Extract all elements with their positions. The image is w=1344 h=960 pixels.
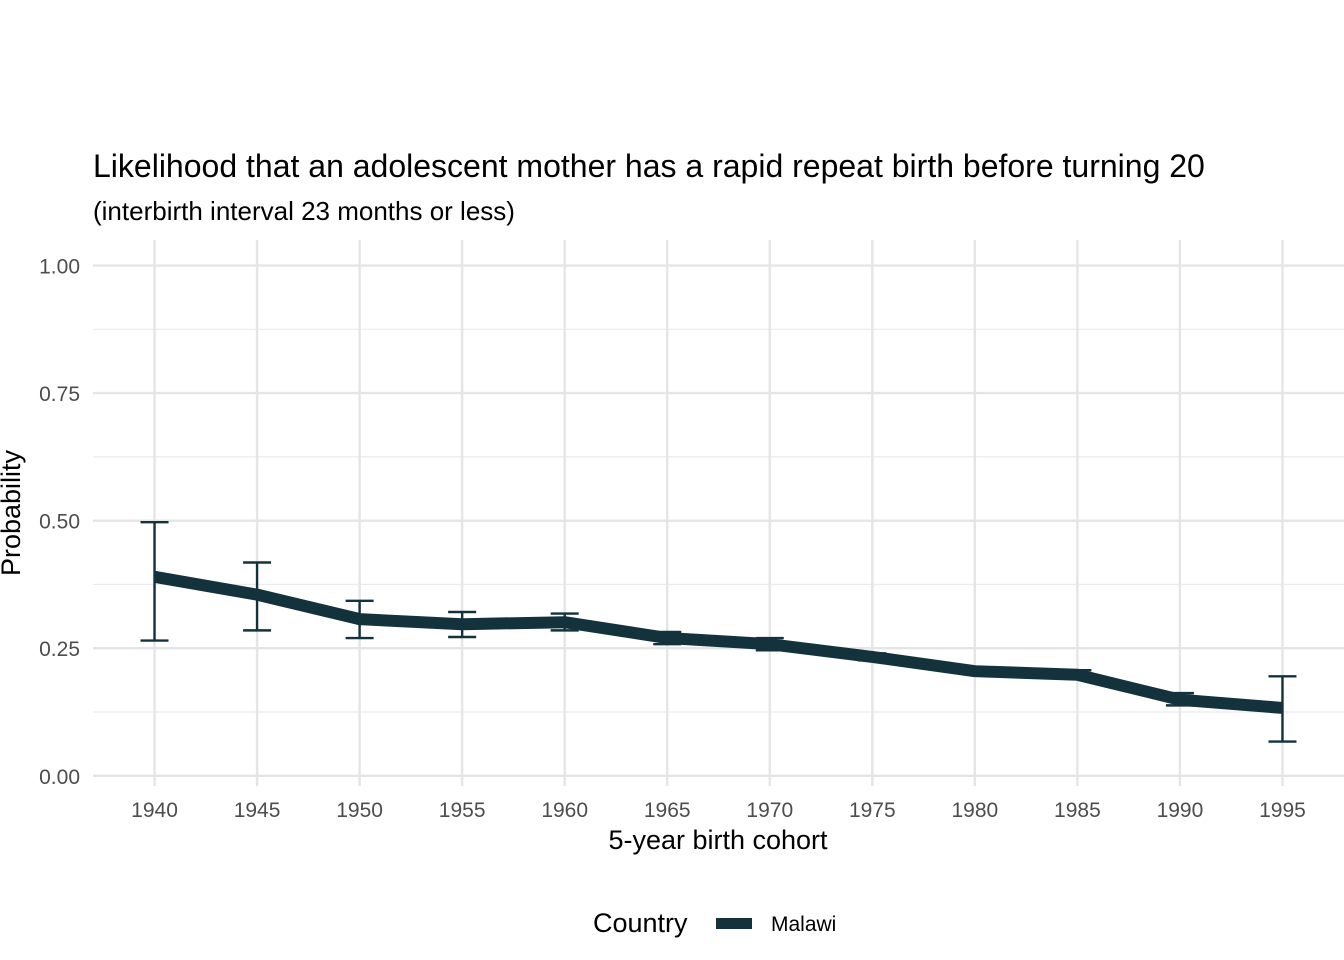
x-axis-title: 5-year birth cohort (608, 825, 828, 855)
y-axis-title: Probability (0, 449, 26, 576)
y-tick-label: 1.00 (39, 256, 80, 279)
chart-title: Likelihood that an adolescent mother has… (93, 148, 1205, 184)
x-tick-label: 1940 (131, 799, 178, 822)
error-bars (140, 520, 1297, 743)
x-tick-label: 1980 (951, 799, 998, 822)
y-tick-labels: 0.00 0.25 0.50 0.75 1.00 (39, 256, 80, 789)
x-tick-label: 1950 (336, 799, 383, 822)
x-tick-label: 1975 (849, 799, 896, 822)
legend: Country Malawi (593, 908, 836, 938)
legend-key-malawi (716, 918, 752, 929)
x-tick-label: 1945 (234, 799, 281, 822)
legend-title: Country (593, 908, 688, 938)
y-tick-label: 0.00 (39, 766, 80, 789)
x-tick-labels: 1940 1945 1950 1955 1960 1965 1970 1975 1980 1985… (131, 799, 1306, 822)
x-tick-label: 1955 (439, 799, 486, 822)
x-tick-label: 1990 (1157, 799, 1204, 822)
series-lines (153, 570, 1283, 714)
x-tick-label: 1965 (644, 799, 691, 822)
x-tick-label: 1995 (1259, 799, 1306, 822)
y-tick-label: 0.25 (39, 638, 80, 661)
x-tick-label: 1985 (1054, 799, 1101, 822)
series-line-malawi (153, 570, 1283, 714)
y-tick-label: 0.50 (39, 511, 80, 534)
legend-label-malawi: Malawi (771, 913, 836, 936)
y-tick-label: 0.75 (39, 383, 80, 406)
grid-lines (93, 240, 1344, 786)
x-tick-label: 1970 (746, 799, 793, 822)
chart-subtitle: (interbirth interval 23 months or less) (93, 196, 515, 226)
x-tick-label: 1960 (541, 799, 588, 822)
